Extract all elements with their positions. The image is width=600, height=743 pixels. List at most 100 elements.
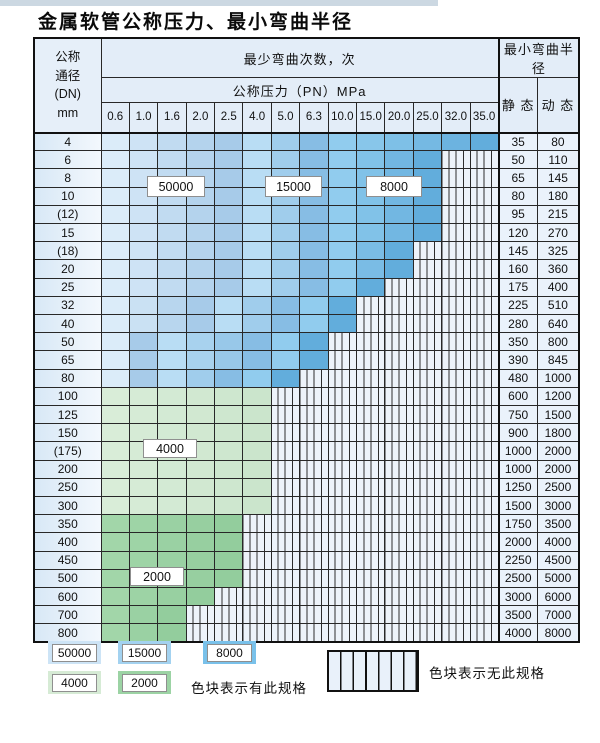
spec-cell <box>441 131 471 152</box>
spec-cell <box>441 386 471 407</box>
static-value-cell: 65 <box>497 168 538 188</box>
legend-swatch-4000: 4000 <box>48 671 101 694</box>
static-value-cell: 50 <box>497 150 538 170</box>
spec-cell <box>214 223 244 243</box>
spec-cell <box>270 496 301 516</box>
spec-cell <box>412 350 443 370</box>
legend-swatch-50000: 50000 <box>48 641 101 664</box>
spec-cell <box>270 350 301 370</box>
static-value-cell: 3000 <box>497 587 538 607</box>
static-value-cell: 3500 <box>497 605 538 625</box>
spec-cell <box>384 386 414 407</box>
spec-cell <box>441 168 471 188</box>
spec-cell <box>412 477 443 498</box>
spec-cell <box>270 623 301 643</box>
spec-cell <box>242 550 272 570</box>
dn-cell: 600 <box>33 587 102 607</box>
spec-cell <box>157 587 187 607</box>
spec-cell <box>412 496 443 516</box>
dynamic-value-cell: 845 <box>536 350 580 370</box>
legend-swatch-2000: 2000 <box>118 671 171 694</box>
static-value-cell: 80 <box>497 186 538 206</box>
spec-cell <box>214 350 244 370</box>
spec-cell <box>384 441 414 461</box>
spec-cell <box>327 587 358 607</box>
spec-cell <box>242 459 272 479</box>
legend-has-spec-text: 色块表示有此规格 <box>191 681 307 696</box>
spec-cell <box>356 314 386 334</box>
spec-cell <box>441 423 471 443</box>
spec-cell <box>100 386 130 407</box>
table-row: 600 3000 6000 <box>33 587 580 607</box>
spec-cell <box>128 532 159 552</box>
dn-cell: 8 <box>33 168 102 188</box>
static-value-cell: 1750 <box>497 514 538 534</box>
dn-cell: 32 <box>33 295 102 316</box>
spec-cell <box>214 605 244 625</box>
spec-cell <box>100 204 130 225</box>
spec-cell <box>412 386 443 407</box>
spec-cell <box>242 623 272 643</box>
spec-cell <box>214 332 244 352</box>
spec-cell <box>356 532 386 552</box>
dynamic-value-cell: 180 <box>536 186 580 206</box>
spec-cell <box>128 514 159 534</box>
spec-cell <box>214 277 244 297</box>
spec-cell <box>441 277 471 297</box>
spec-cell <box>299 241 329 261</box>
spec-cell <box>469 350 500 370</box>
spec-cell <box>441 405 471 425</box>
spec-cell <box>128 405 159 425</box>
spec-cell <box>157 532 187 552</box>
dynamic-value-cell: 800 <box>536 332 580 352</box>
spec-cell <box>157 259 187 279</box>
dn-cell: 100 <box>33 386 102 407</box>
spec-cell <box>214 259 244 279</box>
spec-cell <box>157 150 187 170</box>
spec-cell <box>214 441 244 461</box>
spec-cell <box>412 223 443 243</box>
spec-cell <box>412 550 443 570</box>
spec-cell <box>100 514 130 534</box>
spec-cell <box>356 223 386 243</box>
spec-cell <box>327 259 358 279</box>
table-row: 400 2000 4000 <box>33 532 580 552</box>
spec-cell <box>185 532 216 552</box>
spec-cell <box>270 223 301 243</box>
spec-cell <box>327 496 358 516</box>
spec-cell <box>100 150 130 170</box>
spec-cell <box>242 223 272 243</box>
static-value-cell: 2250 <box>497 550 538 570</box>
spec-cell <box>441 186 471 206</box>
dynamic-value-cell: 1500 <box>536 405 580 425</box>
spec-cell <box>128 259 159 279</box>
spec-cell <box>242 332 272 352</box>
spec-cell <box>327 186 358 206</box>
static-value-cell: 390 <box>497 350 538 370</box>
spec-cell <box>384 514 414 534</box>
spec-cell <box>327 204 358 225</box>
dn-cell: 450 <box>33 550 102 570</box>
pressure-column-header: 0.6 <box>100 102 130 134</box>
static-value-cell: 35 <box>497 131 538 152</box>
dynamic-value-cell: 2000 <box>536 459 580 479</box>
spec-cell <box>299 550 329 570</box>
spec-cell <box>412 459 443 479</box>
table-row: 4 35 80 <box>33 131 580 152</box>
spec-cell <box>469 514 500 534</box>
spec-cell <box>469 441 500 461</box>
spec-cell <box>214 459 244 479</box>
spec-cell <box>384 241 414 261</box>
spec-cell <box>356 623 386 643</box>
spec-cell <box>157 332 187 352</box>
spec-cell <box>270 514 301 534</box>
spec-cell <box>299 277 329 297</box>
spec-cell <box>214 623 244 643</box>
spec-cell <box>185 550 216 570</box>
spec-cell <box>412 131 443 152</box>
spec-cell <box>469 368 500 388</box>
spec-cell <box>299 368 329 388</box>
spec-cell <box>100 277 130 297</box>
spec-cell <box>185 204 216 225</box>
pressure-column-header: 1.6 <box>157 102 187 134</box>
